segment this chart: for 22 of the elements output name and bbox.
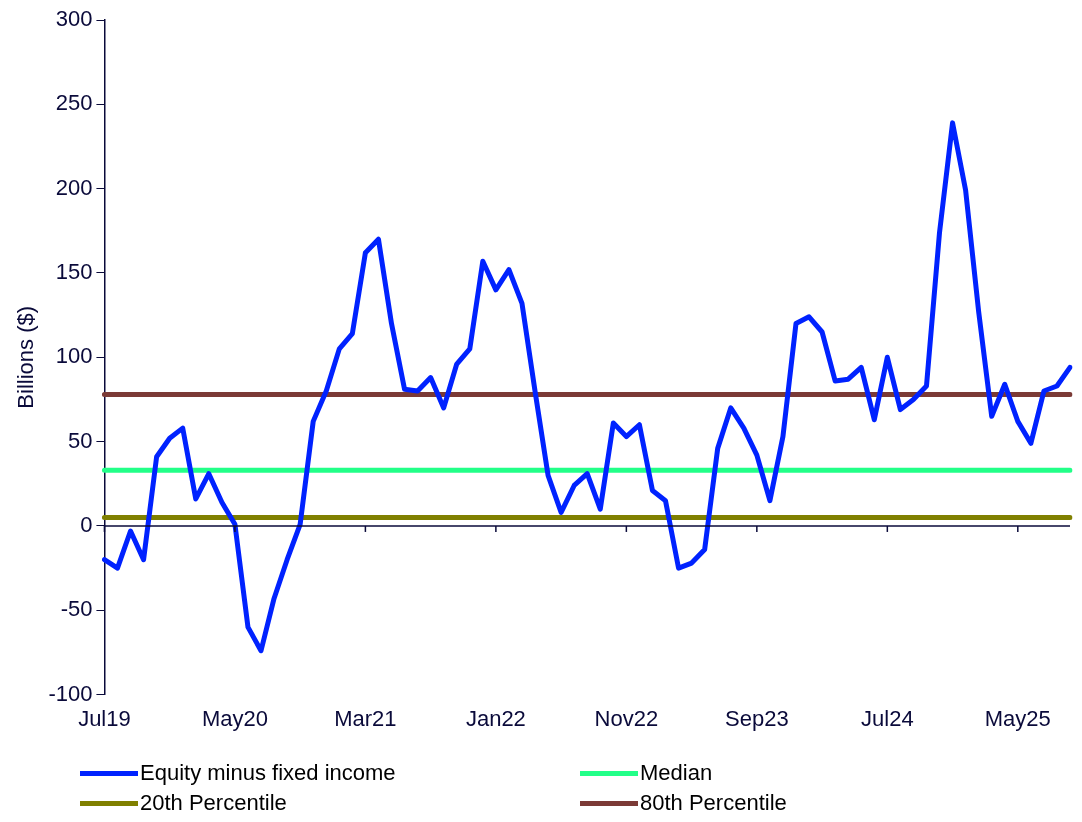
x-tick-label: Jan22 bbox=[465, 705, 526, 731]
x-tick-label: Jul19 bbox=[78, 705, 131, 731]
legend-label: 20th Percentile bbox=[140, 790, 287, 816]
x-tick-label: Jul24 bbox=[861, 705, 914, 731]
y-tick-label: 50 bbox=[67, 427, 93, 453]
y-tick-label: 200 bbox=[55, 174, 93, 200]
y-tick-label: 100 bbox=[55, 343, 93, 369]
y-tick-label: 250 bbox=[55, 90, 93, 116]
y-tick-label: 150 bbox=[55, 259, 93, 285]
y-tick-label: -50 bbox=[60, 596, 93, 622]
y-tick-label: 0 bbox=[80, 512, 93, 538]
x-tick-label: May20 bbox=[201, 705, 268, 731]
legend-label: 80th Percentile bbox=[640, 790, 787, 816]
x-tick-label: Mar21 bbox=[334, 705, 397, 731]
x-tick-label: May25 bbox=[984, 705, 1051, 731]
x-tick-label: Sep23 bbox=[725, 705, 789, 731]
y-tick-label: 300 bbox=[55, 6, 93, 32]
legend-label: Equity minus fixed income bbox=[140, 760, 396, 786]
y-tick-label: -100 bbox=[48, 680, 93, 706]
y-axis-title: Billions ($) bbox=[13, 305, 39, 409]
x-tick-label: Nov22 bbox=[594, 705, 659, 731]
legend-label: Median bbox=[640, 760, 713, 786]
